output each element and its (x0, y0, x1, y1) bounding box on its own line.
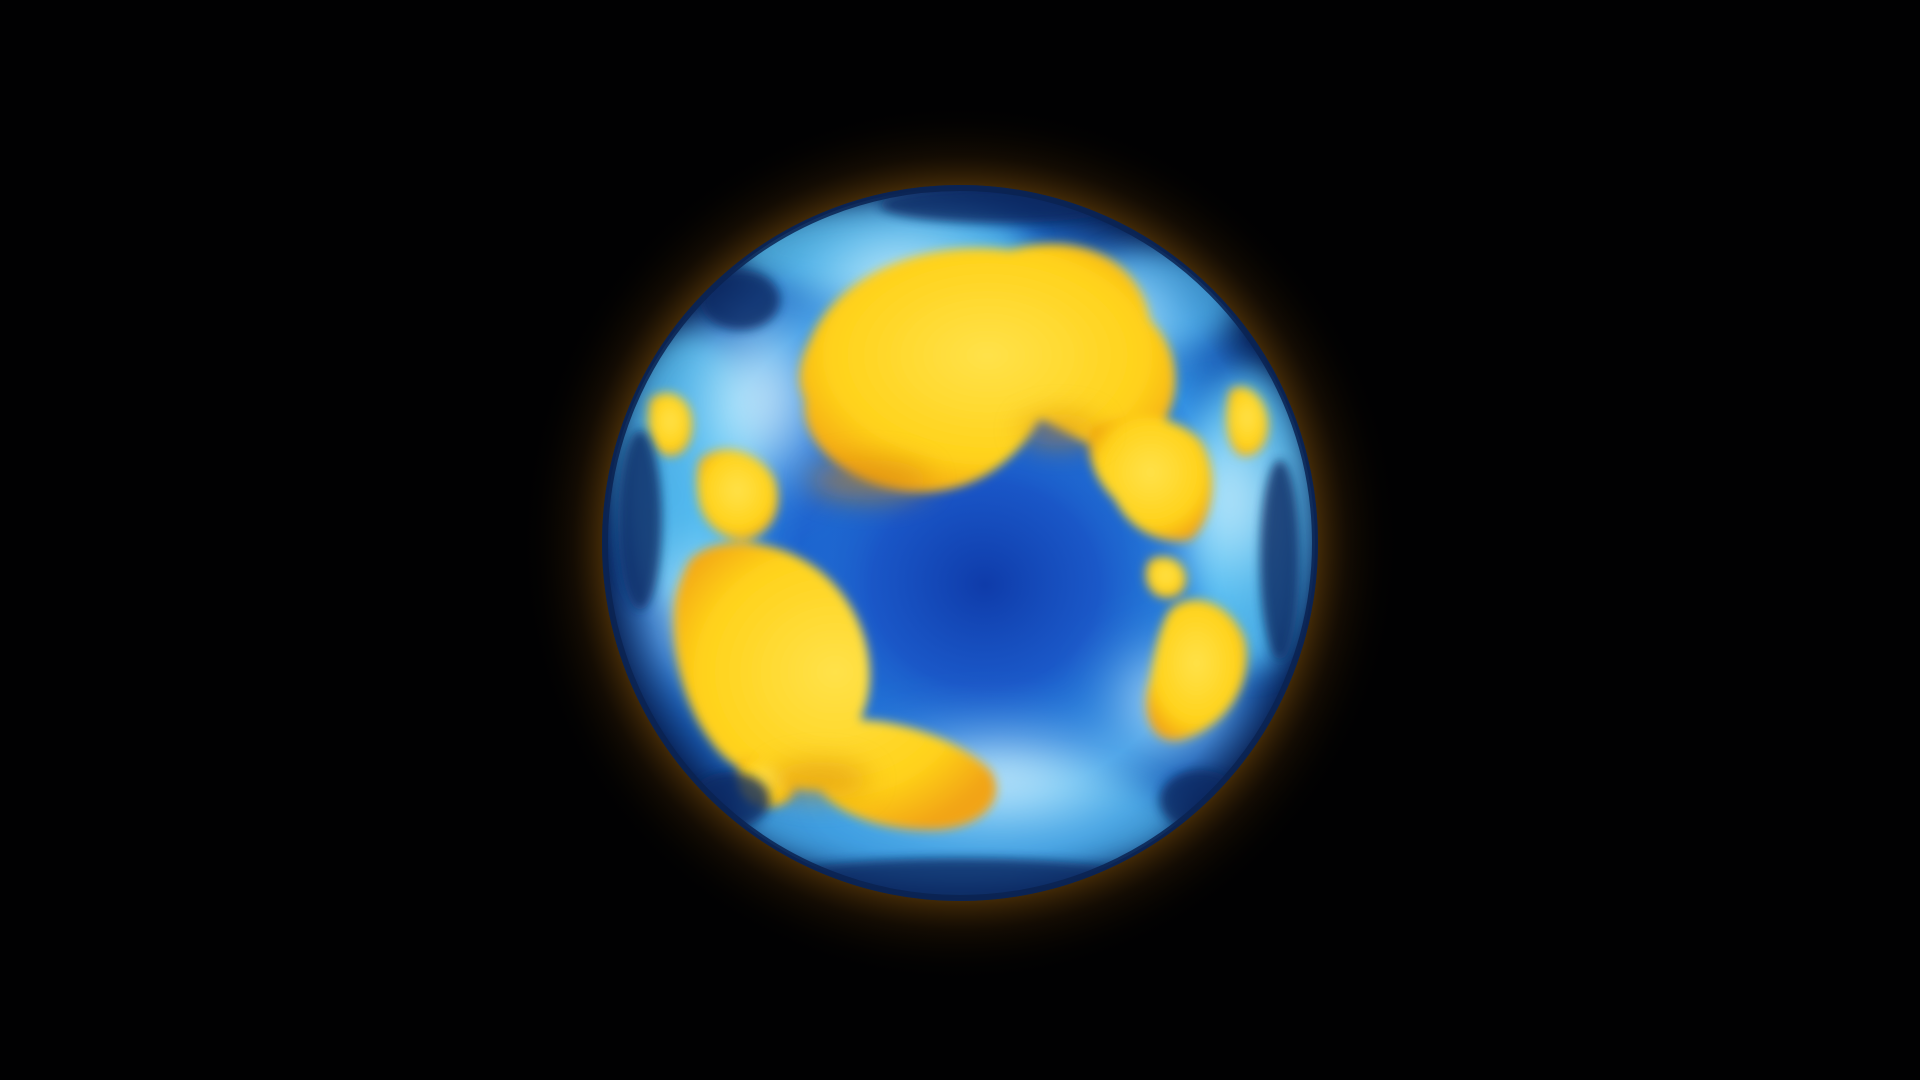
blue-core (795, 415, 1175, 755)
orb-sphere (602, 185, 1318, 901)
amber-edges (770, 414, 1100, 798)
